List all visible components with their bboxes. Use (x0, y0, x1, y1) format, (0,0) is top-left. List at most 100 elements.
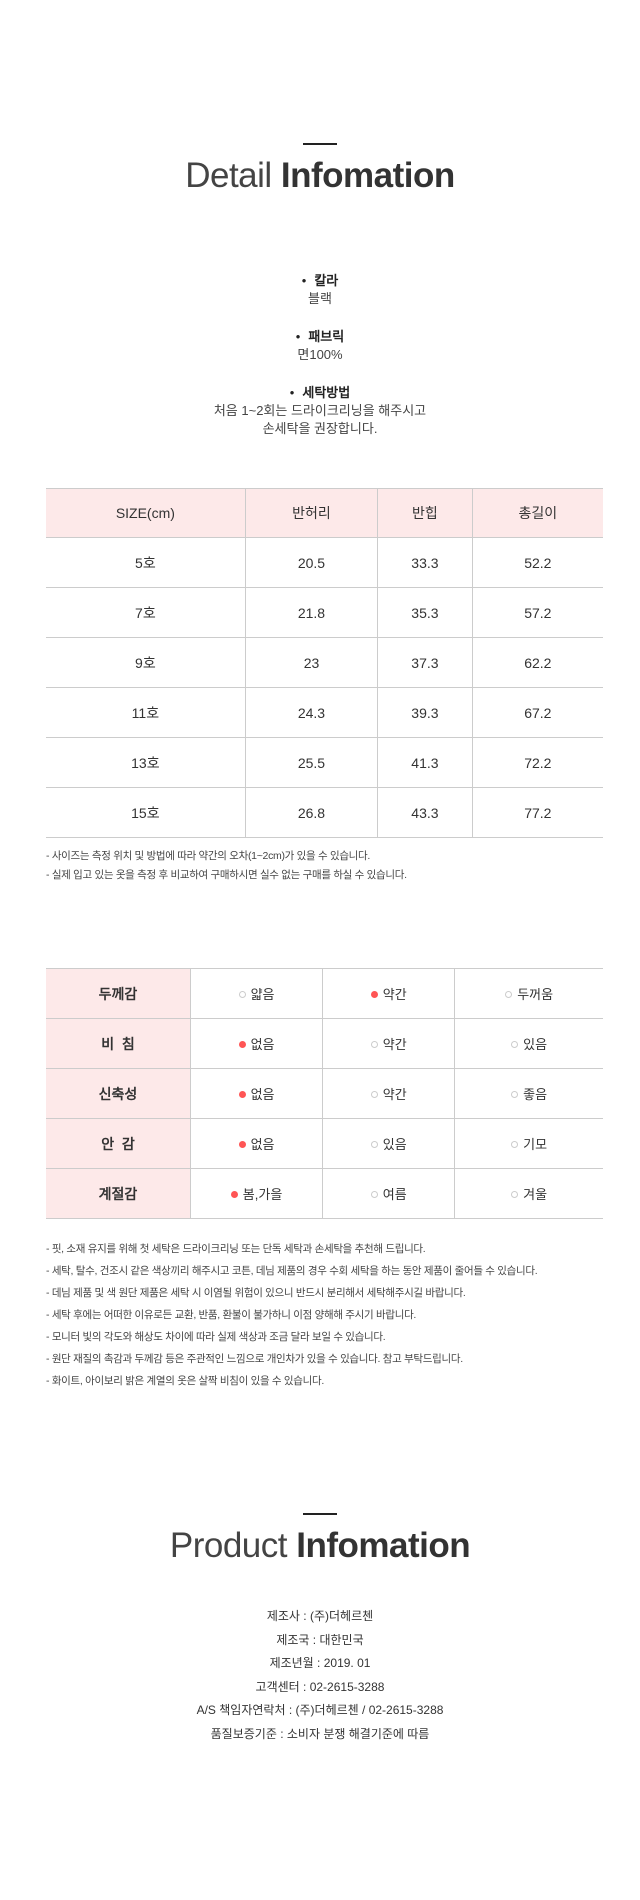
option-label: 있음 (523, 1037, 548, 1052)
note-line: - 세탁 후에는 어떠한 이유로든 교환, 반품, 환불이 불가하니 이점 양해… (46, 1309, 417, 1321)
detail-title: Detail Infomation (185, 156, 455, 195)
table-cell: 24.3 (245, 687, 379, 738)
feature-option: 기모 (454, 1118, 603, 1169)
column-header: 반힙 (377, 488, 473, 538)
unselected-dot-icon (370, 1191, 378, 1198)
unselected-dot-icon (511, 1041, 519, 1048)
note-line: - 사이즈는 측정 위치 및 방법에 따라 약간의 오차(1~2cm)가 있을 … (46, 850, 371, 862)
feature-label: 두께감 (46, 968, 191, 1019)
feature-option: 두꺼움 (454, 968, 603, 1019)
option-label: 약간 (382, 987, 407, 1002)
table-cell: 67.2 (472, 687, 603, 738)
feature-label: 신축성 (46, 1068, 191, 1119)
product-info: 제조사 : (주)더헤르첸 제조국 : 대한민국 제조년월 : 2019. 01 고객… (0, 1605, 640, 1746)
option-label: 좋음 (523, 1087, 548, 1102)
selected-dot-icon (370, 991, 378, 998)
selected-dot-icon (238, 1041, 246, 1048)
feature-option: 있음 (454, 1018, 603, 1069)
table-cell: 26.8 (245, 787, 379, 838)
feature-row: 계절감 봄,가을 여름 겨울 (46, 1168, 603, 1219)
selected-dot-icon (238, 1141, 246, 1148)
table-cell: 39.3 (377, 687, 473, 738)
option-label: 없음 (250, 1137, 275, 1152)
option-label: 약간 (382, 1037, 407, 1052)
spec-value: 블랙 (308, 291, 332, 306)
table-cell: 7호 (46, 587, 246, 638)
feature-table: 두께감 얇음 약간 두꺼움 비 침 없음 약간 있음 신축성 없음 약간 좋음 안 감 없음 있음 기모 계절감… (46, 968, 603, 1219)
option-label: 기모 (523, 1137, 548, 1152)
product-title: Product Infomation (169, 1526, 471, 1565)
spec-value: 면100% (297, 347, 343, 362)
table-cell: 23 (245, 637, 379, 688)
note-line: - 모니터 빛의 각도와 해상도 차이에 따라 실제 색상과 조금 달라 보일 … (46, 1331, 386, 1343)
unselected-dot-icon (238, 991, 246, 998)
unselected-dot-icon (505, 991, 513, 998)
table-header-row: SIZE(cm) 반허리 반힙 총길이 (46, 488, 603, 538)
feature-option: 여름 (322, 1168, 456, 1219)
spec-label: 패브릭 (0, 328, 640, 346)
table-cell: 62.2 (472, 637, 603, 688)
note-line: - 핏, 소재 유지를 위해 첫 세탁은 드라이크리닝 또는 단독 세탁과 손세… (46, 1243, 426, 1255)
table-cell: 33.3 (377, 537, 473, 588)
unselected-dot-icon (370, 1141, 378, 1148)
table-row: 9호 23 37.3 62.2 (46, 637, 603, 688)
feature-row: 비 침 없음 약간 있음 (46, 1018, 603, 1069)
table-cell: 20.5 (245, 537, 379, 588)
note-line: - 세탁, 탈수, 건조시 같은 색상끼리 해주시고 코튼, 데님 제품의 경우… (46, 1265, 538, 1277)
feature-option: 봄,가을 (190, 1168, 324, 1219)
table-row: 7호 21.8 35.3 57.2 (46, 587, 603, 638)
table-cell: 37.3 (377, 637, 473, 688)
feature-option: 좋음 (454, 1068, 603, 1119)
size-notes: - 사이즈는 측정 위치 및 방법에 따라 약간의 오차(1~2cm)가 있을 … (46, 847, 407, 885)
table-cell: 5호 (46, 537, 246, 588)
table-cell: 25.5 (245, 737, 379, 788)
table-cell: 52.2 (472, 537, 603, 588)
option-label: 약간 (382, 1087, 407, 1102)
note-line: - 실제 입고 있는 옷을 측정 후 비교하여 구매하시면 실수 없는 구매를 … (46, 869, 407, 881)
unselected-dot-icon (511, 1141, 519, 1148)
feature-row: 두께감 얇음 약간 두꺼움 (46, 968, 603, 1019)
info-line: 제조사 : (주)더헤르첸 (266, 1609, 374, 1623)
table-cell: 15호 (46, 787, 246, 838)
table-cell: 13호 (46, 737, 246, 788)
spec-value: 처음 1~2회는 드라이크리닝을 해주시고 (213, 403, 427, 418)
selected-dot-icon (230, 1191, 238, 1198)
feature-option: 약간 (322, 968, 456, 1019)
option-label: 얇음 (250, 987, 275, 1002)
feature-option: 겨울 (454, 1168, 603, 1219)
option-label: 두꺼움 (517, 987, 554, 1002)
feature-option: 있음 (322, 1118, 456, 1169)
size-table: SIZE(cm) 반허리 반힙 총길이 5호 20.5 33.3 52.2 7호 21.8 35.3… (46, 488, 603, 838)
table-row: 13호 25.5 41.3 72.2 (46, 737, 603, 788)
feature-row: 안 감 없음 있음 기모 (46, 1118, 603, 1169)
spec-label: 칼라 (0, 272, 640, 290)
selected-dot-icon (238, 1091, 246, 1098)
table-cell: 9호 (46, 637, 246, 688)
column-header: 반허리 (245, 488, 379, 538)
feature-label: 계절감 (46, 1168, 191, 1219)
unselected-dot-icon (370, 1041, 378, 1048)
option-label: 봄,가을 (242, 1187, 283, 1202)
title-divider (303, 1513, 337, 1515)
option-label: 없음 (250, 1037, 275, 1052)
unselected-dot-icon (511, 1191, 519, 1198)
info-line: 품질보증기준 : 소비자 분쟁 해결기준에 따름 (210, 1726, 430, 1741)
feature-option: 없음 (190, 1018, 324, 1069)
info-line: 제조년월 : 2019. 01 (269, 1656, 371, 1670)
spec-label: 세탁방법 (0, 384, 640, 402)
unselected-dot-icon (370, 1091, 378, 1098)
feature-label: 비 침 (46, 1018, 191, 1069)
feature-row: 신축성 없음 약간 좋음 (46, 1068, 603, 1119)
info-line: 제조국 : 대한민국 (276, 1632, 364, 1647)
feature-option: 없음 (190, 1118, 324, 1169)
table-cell: 21.8 (245, 587, 379, 638)
spec-value: 손세탁을 권장합니다. (262, 421, 378, 436)
option-label: 겨울 (523, 1187, 548, 1202)
feature-option: 약간 (322, 1018, 456, 1069)
option-label: 여름 (382, 1187, 407, 1202)
column-header: 총길이 (472, 488, 603, 538)
feature-option: 얇음 (190, 968, 324, 1019)
